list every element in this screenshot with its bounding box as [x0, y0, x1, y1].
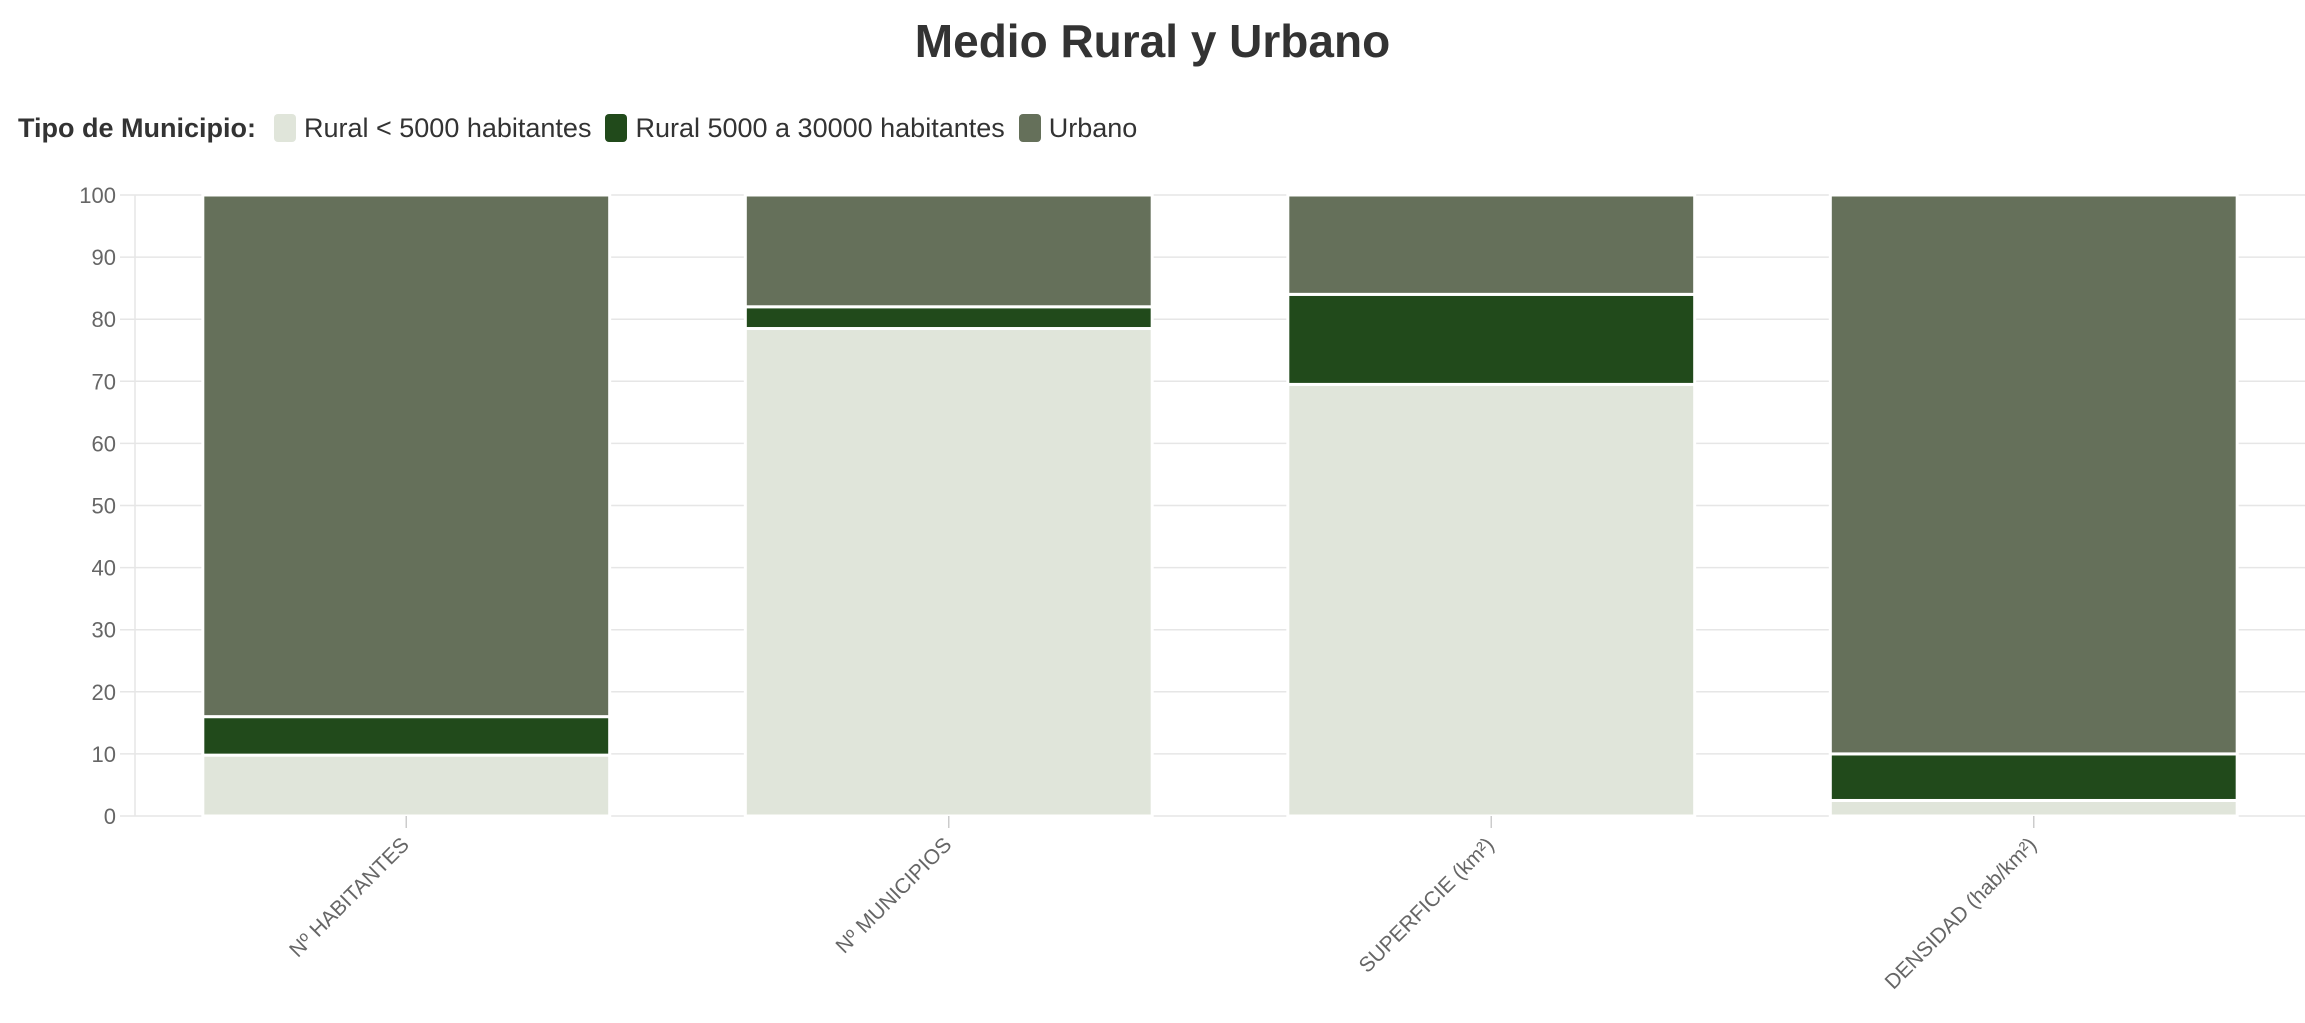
bar-segment[interactable]	[1828, 193, 2239, 756]
category-label: DENSIDAD (hab/km²)	[1881, 833, 2042, 994]
y-tick-label: 80	[92, 307, 116, 332]
y-tick-label: 60	[92, 431, 116, 456]
bars-layer	[201, 193, 2239, 818]
y-tick-label: 20	[92, 680, 116, 705]
y-tick-label: 0	[104, 804, 116, 829]
legend-label-urbano: Urbano	[1048, 112, 1138, 143]
y-tick-label: 40	[92, 556, 116, 581]
y-tick-label: 30	[92, 618, 116, 643]
legend-item-rural-small[interactable]: Rural < 5000 habitantes	[273, 112, 592, 144]
bar-segment[interactable]	[1286, 193, 1697, 296]
bar-segment[interactable]	[1828, 798, 2239, 818]
bar-segment[interactable]	[743, 327, 1154, 818]
legend-swatch-urbano	[1018, 114, 1041, 142]
category-label: Nº MUNICIPIOS	[831, 833, 956, 958]
bar-segment[interactable]	[1286, 292, 1697, 386]
y-tick-label: 100	[79, 183, 116, 208]
bar-segment[interactable]	[1286, 382, 1697, 818]
bar-segment[interactable]	[201, 715, 612, 757]
bar-segment[interactable]	[743, 193, 1154, 309]
bar-segment[interactable]	[743, 305, 1154, 331]
legend-swatch-rural-medium	[605, 114, 628, 142]
bar-segment[interactable]	[201, 753, 612, 818]
chart-title: Medio Rural y Urbano	[914, 15, 1391, 67]
bar-segment[interactable]	[1828, 752, 2239, 802]
category-label: Nº HABITANTES	[285, 833, 414, 962]
bar-segment[interactable]	[201, 193, 612, 719]
category-label: SUPERFICIE (km²)	[1355, 833, 1499, 977]
legend-item-urbano[interactable]: Urbano	[1018, 112, 1138, 144]
y-tick-label: 10	[92, 742, 116, 767]
y-tick-label: 50	[92, 494, 116, 519]
legend-title: Tipo de Municipio:	[18, 112, 256, 143]
legend-swatch-rural-small	[273, 114, 296, 142]
legend-item-rural-medium[interactable]: Rural 5000 a 30000 habitantes	[605, 112, 1005, 144]
legend-label-rural-medium: Rural 5000 a 30000 habitantes	[635, 112, 1005, 143]
y-tick-label: 90	[92, 245, 116, 270]
legend-label-rural-small: Rural < 5000 habitantes	[303, 112, 592, 143]
y-tick-label: 70	[92, 369, 116, 394]
legend: Tipo de Municipio: Rural < 5000 habitant…	[18, 108, 1151, 148]
